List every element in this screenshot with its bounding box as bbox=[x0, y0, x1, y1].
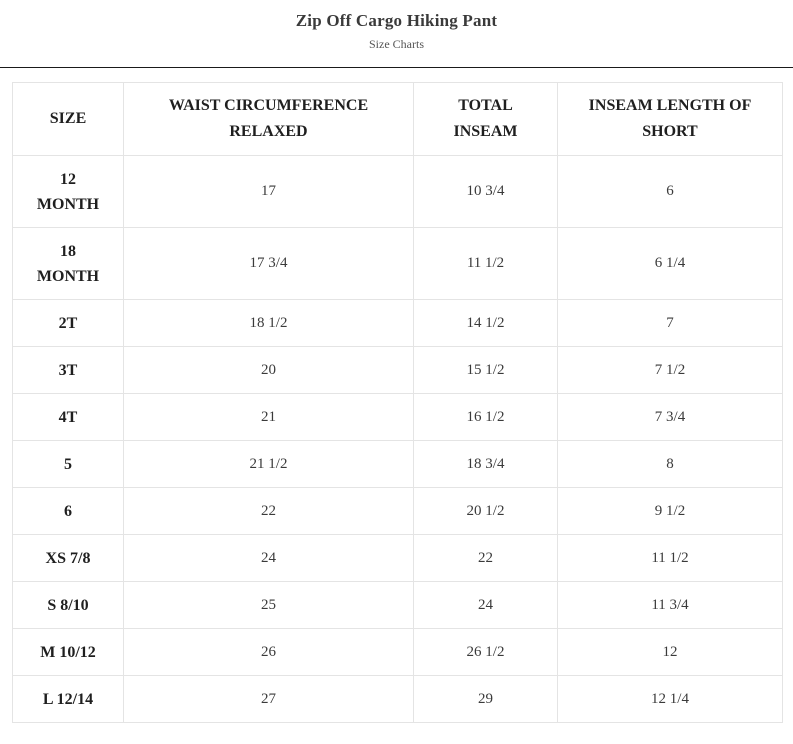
page-title: Zip Off Cargo Hiking Pant bbox=[295, 11, 498, 30]
size-cell: 18 MONTH bbox=[12, 227, 124, 300]
waist-cell: 20 bbox=[123, 346, 414, 394]
table-header-row: SIZE WAIST CIRCUMFERENCE RELAXED TOTAL I… bbox=[12, 82, 783, 156]
size-cell: L 12/14 bbox=[12, 675, 124, 723]
size-cell: 5 bbox=[12, 440, 124, 488]
short-inseam-cell: 8 bbox=[557, 440, 783, 488]
short-inseam-cell: 6 1/4 bbox=[557, 227, 783, 300]
total-inseam-cell: 26 1/2 bbox=[413, 628, 558, 676]
total-inseam-cell: 20 1/2 bbox=[413, 487, 558, 535]
column-header-total-inseam: TOTAL INSEAM bbox=[413, 82, 558, 156]
table-row: 6 22 20 1/2 9 1/2 bbox=[12, 487, 783, 535]
column-header-short-inseam: INSEAM LENGTH OF SHORT bbox=[557, 82, 783, 156]
column-header-waist: WAIST CIRCUMFERENCE RELAXED bbox=[123, 82, 414, 156]
table-row: M 10/12 26 26 1/2 12 bbox=[12, 628, 783, 676]
table-row: 18 MONTH 17 3/4 11 1/2 6 1/4 bbox=[12, 227, 783, 300]
total-inseam-cell: 29 bbox=[413, 675, 558, 723]
size-cell: 6 bbox=[12, 487, 124, 535]
waist-cell: 17 3/4 bbox=[123, 227, 414, 300]
total-inseam-cell: 15 1/2 bbox=[413, 346, 558, 394]
short-inseam-cell: 9 1/2 bbox=[557, 487, 783, 535]
total-inseam-cell: 24 bbox=[413, 581, 558, 629]
short-inseam-cell: 12 1/4 bbox=[557, 675, 783, 723]
waist-cell: 18 1/2 bbox=[123, 299, 414, 347]
waist-cell: 24 bbox=[123, 534, 414, 582]
total-inseam-cell: 10 3/4 bbox=[413, 155, 558, 228]
table-row: XS 7/8 24 22 11 1/2 bbox=[12, 534, 783, 582]
table-row: 3T 20 15 1/2 7 1/2 bbox=[12, 346, 783, 394]
table-row: 5 21 1/2 18 3/4 8 bbox=[12, 440, 783, 488]
waist-cell: 27 bbox=[123, 675, 414, 723]
size-cell: 3T bbox=[12, 346, 124, 394]
size-cell: 12 MONTH bbox=[12, 155, 124, 228]
column-header-size: SIZE bbox=[12, 82, 124, 156]
short-inseam-cell: 11 1/2 bbox=[557, 534, 783, 582]
size-cell: XS 7/8 bbox=[12, 534, 124, 582]
size-cell: 4T bbox=[12, 393, 124, 441]
waist-cell: 21 1/2 bbox=[123, 440, 414, 488]
table-row: L 12/14 27 29 12 1/4 bbox=[12, 675, 783, 723]
waist-cell: 25 bbox=[123, 581, 414, 629]
total-inseam-cell: 14 1/2 bbox=[413, 299, 558, 347]
size-cell: M 10/12 bbox=[12, 628, 124, 676]
short-inseam-cell: 6 bbox=[557, 155, 783, 228]
short-inseam-cell: 12 bbox=[557, 628, 783, 676]
waist-cell: 17 bbox=[123, 155, 414, 228]
total-inseam-cell: 22 bbox=[413, 534, 558, 582]
table-row: 2T 18 1/2 14 1/2 7 bbox=[12, 299, 783, 347]
page-subtitle: Size Charts bbox=[369, 37, 424, 51]
table-row: 4T 21 16 1/2 7 3/4 bbox=[12, 393, 783, 441]
size-cell: 2T bbox=[12, 299, 124, 347]
page-header: Zip Off Cargo Hiking Pant Size Charts bbox=[0, 0, 793, 68]
short-inseam-cell: 11 3/4 bbox=[557, 581, 783, 629]
size-chart-table: SIZE WAIST CIRCUMFERENCE RELAXED TOTAL I… bbox=[12, 82, 783, 723]
short-inseam-cell: 7 3/4 bbox=[557, 393, 783, 441]
short-inseam-cell: 7 1/2 bbox=[557, 346, 783, 394]
total-inseam-cell: 18 3/4 bbox=[413, 440, 558, 488]
table-row: 12 MONTH 17 10 3/4 6 bbox=[12, 155, 783, 228]
total-inseam-cell: 16 1/2 bbox=[413, 393, 558, 441]
waist-cell: 22 bbox=[123, 487, 414, 535]
table-row: S 8/10 25 24 11 3/4 bbox=[12, 581, 783, 629]
total-inseam-cell: 11 1/2 bbox=[413, 227, 558, 300]
size-cell: S 8/10 bbox=[12, 581, 124, 629]
waist-cell: 21 bbox=[123, 393, 414, 441]
short-inseam-cell: 7 bbox=[557, 299, 783, 347]
waist-cell: 26 bbox=[123, 628, 414, 676]
